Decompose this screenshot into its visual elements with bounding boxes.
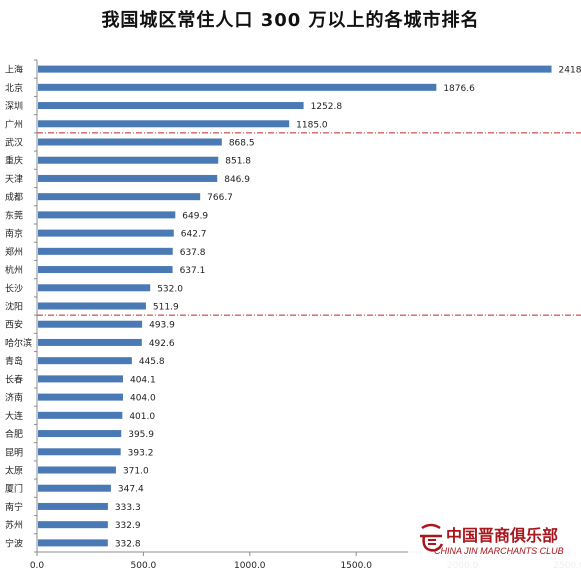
bar — [38, 83, 437, 91]
watermark-en: CHINA JIN MARCHANTS CLUB — [434, 546, 564, 556]
value-label: 511.9 — [153, 303, 179, 313]
category-label: 昆明 — [5, 447, 23, 458]
category-label: 东莞 — [5, 209, 23, 221]
bar — [38, 320, 143, 328]
bar — [38, 193, 201, 201]
watermark-cn: 中国晋商俱乐部 — [446, 526, 559, 545]
value-label: 846.9 — [224, 175, 250, 185]
bar — [38, 466, 116, 474]
category-label: 天津 — [5, 174, 23, 185]
value-label: 393.2 — [128, 448, 154, 458]
category-label: 南京 — [5, 228, 23, 240]
value-label: 868.5 — [229, 139, 255, 149]
value-label: 404.1 — [130, 375, 156, 385]
value-label: 766.7 — [207, 193, 233, 203]
category-label: 济南 — [5, 392, 23, 404]
category-label: 大连 — [5, 410, 23, 422]
value-label: 642.7 — [181, 230, 207, 240]
bar — [38, 211, 176, 219]
category-label: 合肥 — [5, 428, 23, 440]
chart-title: 我国城区常住人口 300 万以上的各城市排名 — [101, 10, 480, 31]
category-label: 苏州 — [5, 519, 23, 531]
value-label: 492.6 — [149, 339, 175, 349]
bar — [38, 357, 132, 365]
category-label: 广州 — [5, 118, 23, 130]
category-label: 太原 — [5, 465, 23, 477]
bar — [38, 120, 290, 128]
x-tick-label: 1000.0 — [234, 561, 266, 571]
value-label: 493.9 — [149, 321, 175, 331]
category-label: 沈阳 — [5, 301, 23, 313]
category-label: 南宁 — [5, 501, 23, 513]
value-label: 371.0 — [123, 467, 149, 477]
value-label: 445.8 — [139, 357, 165, 367]
x-tick-label: 500.0 — [131, 561, 157, 571]
value-label: 637.8 — [180, 248, 206, 258]
category-label: 武汉 — [5, 137, 23, 149]
bar — [38, 338, 142, 346]
bar — [38, 65, 552, 73]
value-label: 332.9 — [115, 521, 141, 531]
bar — [38, 521, 108, 529]
bar — [38, 229, 174, 237]
bar — [38, 156, 219, 164]
bar — [38, 411, 123, 419]
bar — [38, 102, 304, 110]
value-label: 637.1 — [180, 266, 206, 276]
value-label: 333.3 — [115, 503, 141, 513]
x-tick-label: 1500.0 — [340, 561, 372, 571]
category-label: 宁波 — [5, 537, 23, 549]
category-label: 青岛 — [5, 355, 23, 367]
bar — [38, 448, 121, 456]
value-label: 1185.0 — [296, 120, 328, 130]
value-label: 1252.8 — [311, 102, 343, 112]
club-logo-icon — [420, 523, 444, 552]
bar — [38, 484, 111, 492]
value-label: 532.0 — [157, 284, 183, 294]
category-label: 北京 — [5, 82, 23, 94]
value-label: 347.4 — [118, 485, 144, 495]
category-label: 西安 — [5, 319, 23, 331]
value-label: 332.8 — [115, 539, 141, 549]
category-label: 上海 — [5, 64, 23, 76]
bar — [38, 302, 146, 310]
value-label: 395.9 — [128, 430, 154, 440]
watermark: 中国晋商俱乐部 CHINA JIN MARCHANTS CLUB — [408, 516, 581, 568]
x-tick-label: 0.0 — [30, 561, 45, 571]
value-label: 1876.6 — [443, 84, 475, 94]
category-label: 长沙 — [5, 282, 23, 294]
category-label: 成都 — [5, 191, 23, 203]
bar — [38, 393, 123, 401]
category-label: 郑州 — [5, 246, 23, 258]
bar — [38, 174, 218, 182]
bar — [38, 247, 173, 255]
bar — [38, 539, 108, 547]
value-label: 649.9 — [182, 211, 208, 221]
bar — [38, 138, 222, 146]
bar — [38, 502, 108, 510]
value-label: 404.0 — [130, 394, 156, 404]
value-label: 851.8 — [225, 157, 251, 167]
category-label: 哈尔滨 — [5, 337, 32, 349]
category-label: 杭州 — [5, 264, 23, 276]
category-label: 长春 — [5, 373, 23, 385]
category-label: 重庆 — [5, 155, 23, 167]
category-label: 厦门 — [5, 483, 23, 495]
value-label: 401.0 — [129, 412, 155, 422]
bar — [38, 284, 151, 292]
bar — [38, 375, 123, 383]
bar — [38, 266, 173, 274]
value-label: 2418. — [559, 66, 581, 76]
bar — [38, 430, 122, 438]
category-label: 深圳 — [5, 101, 23, 112]
